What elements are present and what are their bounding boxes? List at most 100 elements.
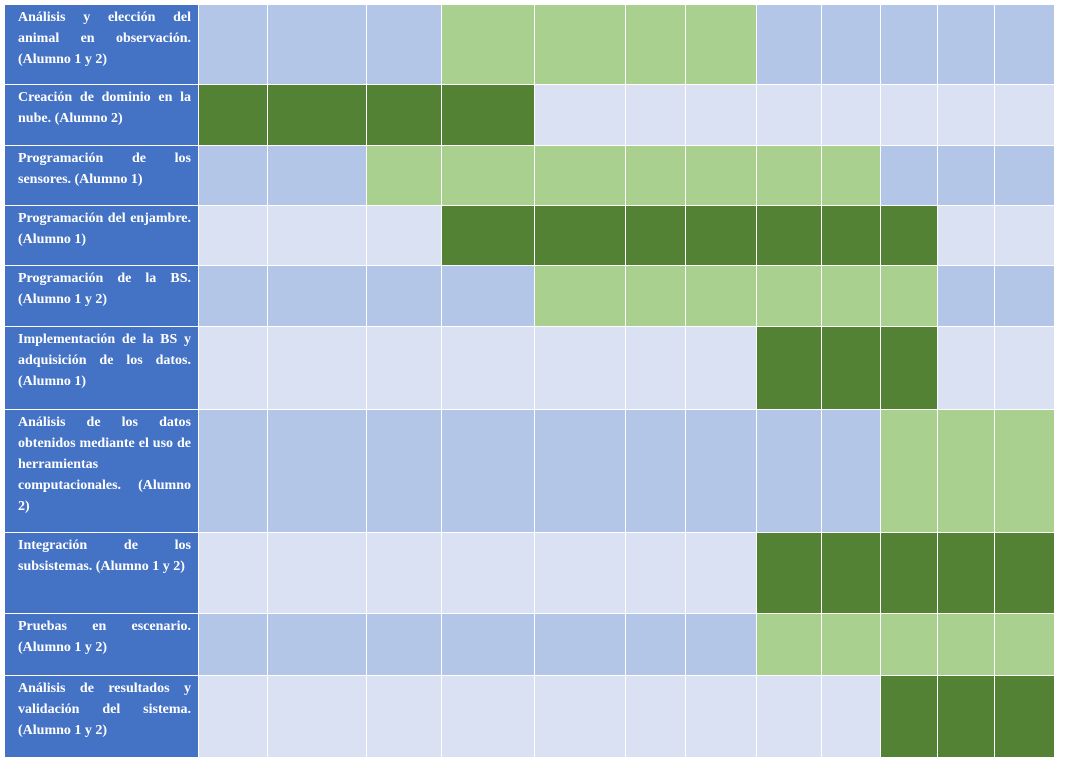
active-period-cell: [881, 327, 937, 409]
active-period-cell: [535, 266, 625, 326]
empty-period-cell: [268, 410, 366, 532]
empty-period-cell: [535, 327, 625, 409]
empty-period-cell: [938, 85, 994, 145]
empty-period-cell: [626, 327, 685, 409]
empty-period-cell: [686, 614, 756, 675]
empty-period-cell: [367, 206, 441, 265]
empty-period-cell: [822, 5, 880, 84]
empty-period-cell: [938, 206, 994, 265]
empty-period-cell: [268, 5, 366, 84]
active-period-cell: [757, 266, 821, 326]
active-period-cell: [686, 146, 756, 205]
active-period-cell: [938, 676, 994, 757]
empty-period-cell: [535, 676, 625, 757]
active-period-cell: [881, 676, 937, 757]
empty-period-cell: [199, 5, 267, 84]
empty-period-cell: [626, 410, 685, 532]
active-period-cell: [686, 266, 756, 326]
task-label: Programación de la BS. (Alumno 1 y 2): [5, 266, 198, 326]
empty-period-cell: [367, 533, 441, 613]
empty-period-cell: [995, 85, 1054, 145]
empty-period-cell: [995, 327, 1054, 409]
active-period-cell: [757, 327, 821, 409]
active-period-cell: [881, 206, 937, 265]
empty-period-cell: [199, 206, 267, 265]
empty-period-cell: [268, 206, 366, 265]
empty-period-cell: [367, 327, 441, 409]
empty-period-cell: [686, 327, 756, 409]
empty-period-cell: [626, 614, 685, 675]
empty-period-cell: [442, 676, 534, 757]
task-label: Análisis y elección del animal en observ…: [5, 5, 198, 84]
active-period-cell: [938, 410, 994, 532]
active-period-cell: [881, 614, 937, 675]
empty-period-cell: [822, 410, 880, 532]
active-period-cell: [822, 146, 880, 205]
empty-period-cell: [995, 206, 1054, 265]
task-label: Implementación de la BS y adquisición de…: [5, 327, 198, 409]
active-period-cell: [535, 5, 625, 84]
task-label: Análisis de los datos obtenidos mediante…: [5, 410, 198, 532]
empty-period-cell: [686, 85, 756, 145]
task-label: Integración de los subsistemas. (Alumno …: [5, 533, 198, 613]
active-period-cell: [535, 146, 625, 205]
empty-period-cell: [995, 266, 1054, 326]
task-label: Pruebas en escenario. (Alumno 1 y 2): [5, 614, 198, 675]
active-period-cell: [995, 410, 1054, 532]
active-period-cell: [367, 85, 441, 145]
empty-period-cell: [757, 410, 821, 532]
empty-period-cell: [822, 676, 880, 757]
active-period-cell: [757, 614, 821, 675]
active-period-cell: [995, 676, 1054, 757]
active-period-cell: [626, 5, 685, 84]
empty-period-cell: [535, 614, 625, 675]
empty-period-cell: [199, 676, 267, 757]
empty-period-cell: [938, 266, 994, 326]
empty-period-cell: [268, 533, 366, 613]
active-period-cell: [881, 266, 937, 326]
empty-period-cell: [268, 146, 366, 205]
active-period-cell: [757, 533, 821, 613]
active-period-cell: [686, 5, 756, 84]
empty-period-cell: [686, 676, 756, 757]
empty-period-cell: [199, 614, 267, 675]
active-period-cell: [938, 614, 994, 675]
empty-period-cell: [757, 676, 821, 757]
empty-period-cell: [535, 410, 625, 532]
active-period-cell: [757, 206, 821, 265]
active-period-cell: [442, 85, 534, 145]
active-period-cell: [995, 614, 1054, 675]
empty-period-cell: [199, 266, 267, 326]
active-period-cell: [535, 206, 625, 265]
empty-period-cell: [442, 614, 534, 675]
empty-period-cell: [626, 85, 685, 145]
active-period-cell: [881, 410, 937, 532]
empty-period-cell: [881, 85, 937, 145]
active-period-cell: [442, 206, 534, 265]
empty-period-cell: [367, 266, 441, 326]
active-period-cell: [442, 5, 534, 84]
active-period-cell: [822, 206, 880, 265]
active-period-cell: [686, 206, 756, 265]
empty-period-cell: [199, 533, 267, 613]
empty-period-cell: [199, 410, 267, 532]
active-period-cell: [938, 533, 994, 613]
empty-period-cell: [995, 146, 1054, 205]
empty-period-cell: [442, 266, 534, 326]
empty-period-cell: [268, 676, 366, 757]
empty-period-cell: [199, 327, 267, 409]
empty-period-cell: [268, 266, 366, 326]
empty-period-cell: [938, 327, 994, 409]
active-period-cell: [757, 146, 821, 205]
task-label: Creación de dominio en la nube. (Alumno …: [5, 85, 198, 145]
empty-period-cell: [268, 327, 366, 409]
task-label: Programación del enjambre. (Alumno 1): [5, 206, 198, 265]
empty-period-cell: [268, 614, 366, 675]
active-period-cell: [822, 533, 880, 613]
empty-period-cell: [686, 410, 756, 532]
empty-period-cell: [367, 5, 441, 84]
empty-period-cell: [822, 85, 880, 145]
active-period-cell: [881, 533, 937, 613]
active-period-cell: [822, 327, 880, 409]
